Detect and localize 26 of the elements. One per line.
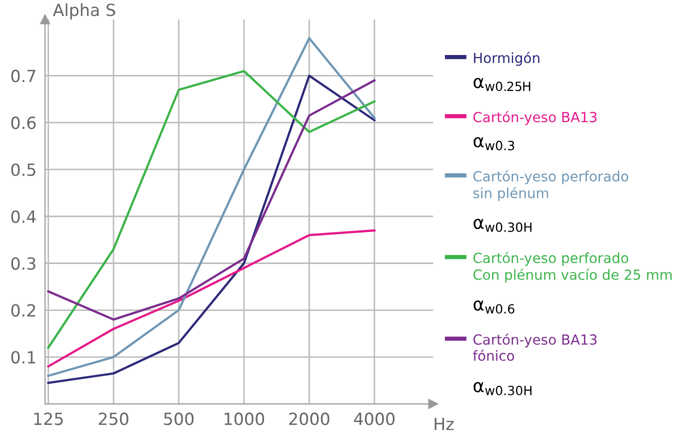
x-tick-label: 125 — [34, 412, 63, 426]
text: α$_{w0.3}$ — [474, 137, 514, 150]
x-tick-label: 500 — [164, 412, 194, 426]
text: α$_{w0.6}$ — [474, 300, 514, 314]
y-tick-label: 0.7 — [11, 70, 36, 82]
x-tick-label: 1000 — [224, 412, 264, 426]
text: α$_{w0.25H}$ — [474, 78, 530, 92]
legend-label: Hormigón — [474, 52, 540, 66]
x-axis-title: Hz — [434, 418, 454, 430]
legend-label: Cartón-yeso perforado Con plénum vacío de 25 mm — [473, 252, 672, 283]
line-series — [47, 229, 376, 368]
y-axis-title: Alpha S — [52, 3, 116, 20]
legend-label: Cartón-yeso perforado sin plénum — [473, 170, 628, 201]
y-tick-label: 0.1 — [11, 350, 36, 364]
text: α$_{w0.30H}$ — [474, 382, 532, 396]
legend-label: Cartón-yeso BA13 — [473, 111, 597, 126]
legend-label: Cartón-yeso BA13 fónico — [472, 334, 597, 361]
y-tick-label: 0.4 — [11, 210, 36, 223]
y-tick-label: 0.3 — [11, 257, 36, 270]
x-tick-label: 250 — [98, 412, 128, 426]
x-tick-label: 4000 — [354, 412, 395, 426]
text: α$_{w0.30H}$ — [474, 218, 532, 232]
x-tick-label: 2000 — [289, 412, 330, 426]
y-tick-label: 0.2 — [11, 304, 36, 317]
y-tick-label: 0.5 — [11, 163, 36, 176]
y-tick-label: 0.6 — [11, 116, 36, 130]
